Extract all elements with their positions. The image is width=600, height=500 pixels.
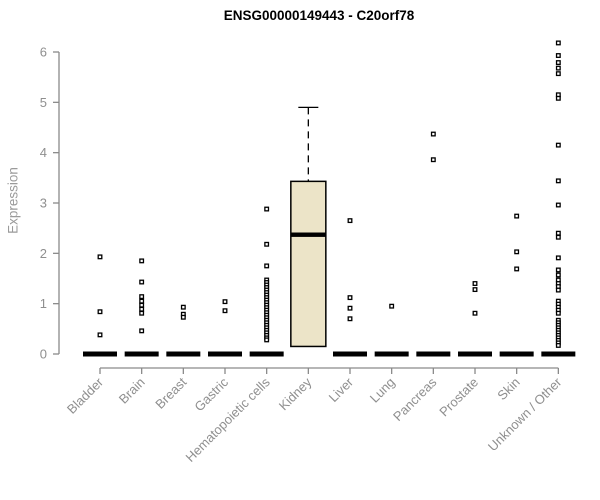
data-point xyxy=(264,337,270,343)
y-tick-label: 6 xyxy=(40,45,47,60)
x-tick-label: Skin xyxy=(494,375,522,403)
data-point xyxy=(555,234,561,240)
data-point xyxy=(139,279,145,285)
data-point xyxy=(139,328,145,334)
data-point xyxy=(555,178,561,184)
data-point xyxy=(97,332,103,338)
data-point xyxy=(430,157,436,163)
data-point xyxy=(514,266,520,272)
data-point xyxy=(472,281,478,286)
zero-median-bar xyxy=(374,351,409,357)
zero-median-bar xyxy=(416,351,451,357)
data-point xyxy=(139,302,145,308)
data-point xyxy=(555,202,561,208)
data-point xyxy=(347,305,353,311)
data-point xyxy=(139,298,145,304)
data-point xyxy=(514,249,520,255)
x-tick-label: Brain xyxy=(116,375,148,407)
data-point xyxy=(347,218,353,224)
y-tick-label: 1 xyxy=(40,296,47,311)
data-point xyxy=(555,95,561,101)
x-tick-label: Breast xyxy=(152,374,189,411)
data-point xyxy=(555,65,561,71)
data-point xyxy=(97,309,103,315)
data-point xyxy=(264,263,270,269)
y-tick-label: 2 xyxy=(40,246,47,261)
zero-median-bar xyxy=(333,351,368,357)
data-point xyxy=(555,287,561,293)
zero-median-bar xyxy=(249,351,284,357)
data-point xyxy=(222,308,228,314)
data-point xyxy=(555,230,561,236)
data-point xyxy=(389,303,395,309)
median-line xyxy=(290,232,326,237)
x-tick-label: Liver xyxy=(326,374,357,405)
data-point xyxy=(222,299,228,305)
data-point xyxy=(139,258,145,264)
data-point xyxy=(264,241,270,247)
data-point xyxy=(97,254,103,260)
data-point xyxy=(514,213,520,219)
box xyxy=(290,180,327,348)
data-point xyxy=(555,60,561,66)
zero-median-bar xyxy=(458,351,493,357)
data-point xyxy=(139,294,145,300)
data-point xyxy=(555,267,561,273)
zero-median-bar xyxy=(124,351,159,357)
data-point xyxy=(139,310,145,316)
zero-median-bar xyxy=(83,351,117,357)
x-tick-label: Kidney xyxy=(276,374,315,413)
data-point xyxy=(472,310,478,316)
zero-median-bar xyxy=(166,351,201,357)
x-tick-label: Gastric xyxy=(191,374,231,414)
data-point xyxy=(139,306,145,312)
y-tick-label: 3 xyxy=(40,196,47,211)
data-point xyxy=(555,40,561,46)
y-tick-label: 4 xyxy=(40,145,47,160)
data-point xyxy=(347,295,353,301)
data-point xyxy=(555,272,561,278)
x-tick-label: Unknown / Other xyxy=(485,374,565,454)
data-point xyxy=(264,206,270,212)
data-point xyxy=(555,142,561,148)
x-tick-label: Bladder xyxy=(64,374,107,417)
data-point xyxy=(347,316,353,322)
chart-title: ENSG00000149443 - C20orf78 xyxy=(223,8,415,23)
y-tick-label: 0 xyxy=(40,347,47,362)
data-point xyxy=(555,53,561,58)
zero-median-bar xyxy=(499,351,534,357)
data-point xyxy=(555,342,561,348)
data-point xyxy=(180,314,186,320)
data-point xyxy=(180,304,186,310)
x-tick-label: Prostate xyxy=(436,375,481,420)
x-tick-label: Lung xyxy=(367,375,398,406)
zero-median-bar xyxy=(541,351,576,357)
data-point xyxy=(555,71,561,77)
data-point xyxy=(555,255,561,261)
data-point xyxy=(430,131,436,137)
y-tick-label: 5 xyxy=(40,95,47,110)
data-point xyxy=(472,287,478,293)
data-point xyxy=(555,310,561,316)
zero-median-bar xyxy=(208,351,243,357)
x-tick-label: Pancreas xyxy=(390,374,440,424)
